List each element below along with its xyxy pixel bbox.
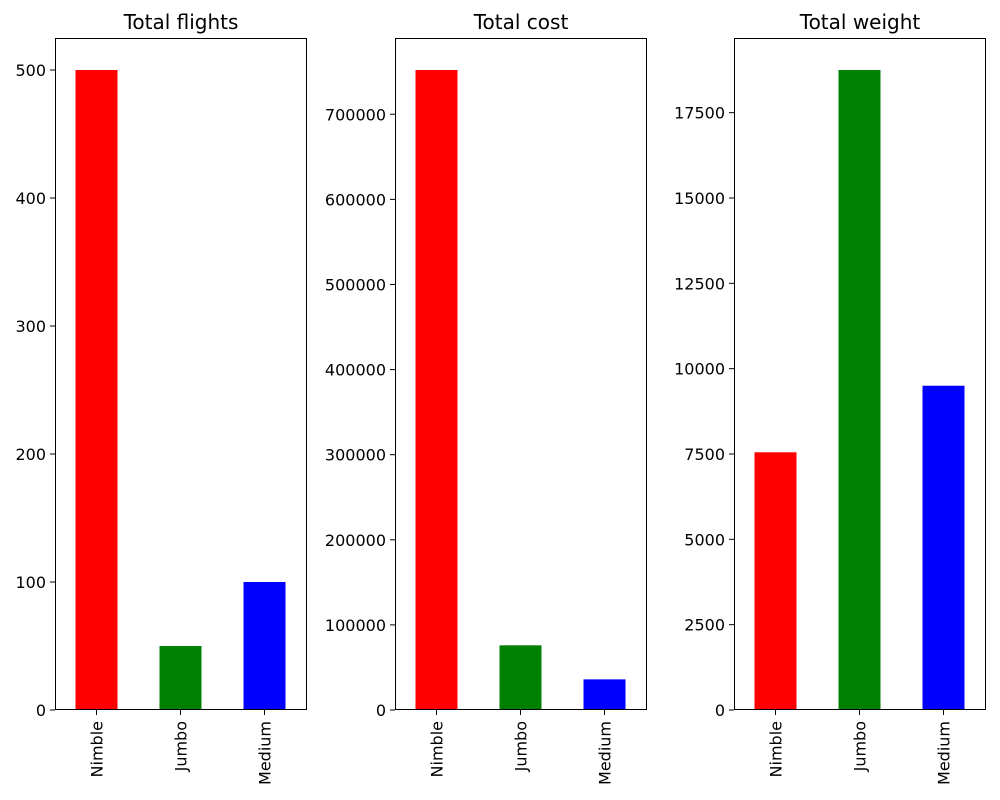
x-axis-ticks: Nimble Jumbo Medium: [428, 710, 615, 785]
bar-jumbo: [159, 646, 202, 710]
chart-panel-weight: Total weight 0 2500 5000 7500 10000 12500 1500…: [674, 10, 986, 785]
bar-medium: [243, 582, 286, 710]
x-tick-label-medium: Medium: [256, 721, 275, 785]
x-axis-ticks: Nimble Jumbo Medium: [767, 710, 954, 785]
y-tick-label: 200: [15, 445, 46, 464]
x-tick-label-medium: Medium: [596, 721, 615, 785]
y-tick-label: 300000: [325, 446, 386, 465]
y-tick-label: 700000: [325, 105, 386, 124]
axes-frame: [734, 38, 986, 710]
y-tick-label: 0: [376, 701, 386, 720]
x-tick-label-medium: Medium: [935, 721, 954, 785]
bar-nimble: [754, 452, 797, 710]
y-axis-ticks: 0 100000 200000 300000 400000 500000 600000 700…: [325, 105, 395, 720]
x-tick-label-jumbo: Jumbo: [851, 721, 870, 772]
bar-jumbo: [499, 645, 542, 710]
bar-group: [754, 70, 965, 710]
bar-medium: [583, 679, 626, 710]
y-tick-label: 500000: [325, 275, 386, 294]
x-tick-label-jumbo: Jumbo: [512, 721, 531, 772]
y-tick-label: 100000: [325, 616, 386, 635]
y-tick-label: 12500: [674, 274, 725, 293]
y-tick-label: 0: [715, 701, 725, 720]
y-tick-label: 10000: [674, 360, 725, 379]
y-tick-label: 2500: [684, 616, 725, 635]
bar-group: [415, 70, 626, 710]
panel-title: Total weight: [799, 10, 921, 34]
chart-panel-flights: Total flights 0 100 200 300 400 500 Nimble Jum…: [15, 10, 307, 785]
bar-nimble: [415, 70, 458, 710]
x-tick-label-jumbo: Jumbo: [172, 721, 191, 772]
axes-frame: [395, 38, 647, 710]
bar-nimble: [75, 70, 118, 710]
bar-group: [75, 70, 286, 710]
panel-title: Total flights: [123, 10, 239, 34]
y-tick-label: 5000: [684, 530, 725, 549]
x-tick-label-nimble: Nimble: [767, 721, 786, 777]
bar-medium: [922, 385, 965, 710]
y-tick-label: 15000: [674, 189, 725, 208]
panel-title: Total cost: [473, 10, 569, 34]
y-tick-label: 500: [15, 61, 46, 80]
y-axis-ticks: 0 100 200 300 400 500: [15, 61, 55, 720]
y-tick-label: 200000: [325, 531, 386, 550]
bar-jumbo: [838, 70, 881, 710]
chart-panel-cost: Total cost 0 100000 200000 300000 400000 5000…: [325, 10, 647, 785]
y-tick-label: 100: [15, 573, 46, 592]
y-axis-ticks: 0 2500 5000 7500 10000 12500 15000 17500: [674, 104, 734, 720]
y-tick-label: 400: [15, 189, 46, 208]
y-tick-label: 600000: [325, 190, 386, 209]
y-tick-label: 300: [15, 317, 46, 336]
x-tick-label-nimble: Nimble: [428, 721, 447, 777]
y-tick-label: 17500: [674, 104, 725, 123]
axes-frame: [55, 38, 307, 710]
x-tick-label-nimble: Nimble: [88, 721, 107, 777]
y-tick-label: 0: [36, 701, 46, 720]
x-axis-ticks: Nimble Jumbo Medium: [88, 710, 275, 785]
y-tick-label: 7500: [684, 445, 725, 464]
y-tick-label: 400000: [325, 361, 386, 380]
